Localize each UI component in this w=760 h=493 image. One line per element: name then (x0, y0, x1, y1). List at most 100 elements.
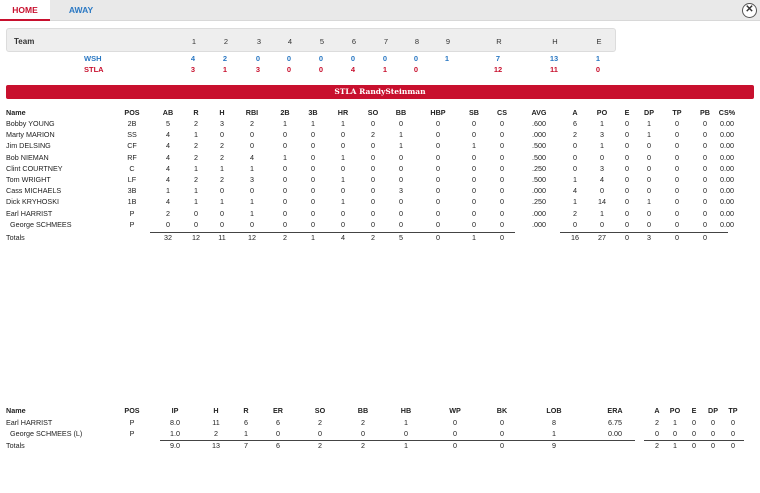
table-row: Cass MICHAELS 3B 1 1 0 0 0 0 0 0 3 0 0 0 .000 4 0 0 0 0 0 0.0… (6, 186, 754, 197)
totals-divider (150, 232, 515, 233)
player-name: Earl HARRIST (6, 418, 53, 427)
inning-score: 0 (382, 54, 388, 63)
stat-value: 0 (625, 233, 629, 242)
stat-value: 0 (399, 175, 403, 184)
table-row: George SCHMEES (L) P 1.0 2 1 0 0 0 0 0 0 1 0.00 0 0 0 0 0 (6, 429, 754, 440)
stat-value: 0 (311, 175, 315, 184)
stat-value: 0 (647, 219, 651, 229)
close-icon[interactable]: ✕ (742, 3, 757, 18)
stat-value: 0.00 (720, 186, 734, 196)
stat-value: 0 (625, 208, 629, 218)
stat-value: 1 (341, 152, 345, 162)
stat-value: 13 (212, 441, 220, 450)
stat-value: 2 (573, 208, 577, 218)
tab-away[interactable]: AWAY (68, 5, 94, 15)
totals-divider (560, 232, 728, 233)
stat-value: 0 (283, 208, 287, 218)
stat-value: 0 (647, 152, 651, 162)
stat-value: 8.0 (170, 418, 180, 427)
stat-value: 0 (250, 141, 254, 151)
stat-value: 0 (311, 152, 315, 162)
column-header: ERA (607, 406, 623, 415)
stat-value: 2 (318, 418, 322, 427)
stat-value: 0 (436, 119, 440, 128)
stat-value: 0 (500, 418, 504, 427)
inning-score: 0 (255, 54, 261, 63)
stat-value: 0.00 (720, 119, 734, 128)
stat-value: 1 (552, 429, 556, 438)
stat-value: 0 (371, 197, 375, 207)
inning-header: 6 (351, 37, 357, 46)
stat-value: 0 (500, 219, 504, 229)
team-total: 13 (549, 54, 559, 63)
stat-value: 0 (472, 186, 476, 196)
stat-value: 0 (399, 208, 403, 218)
linescore-team-name: WSH (84, 54, 102, 63)
stat-value: 0 (371, 119, 375, 128)
stat-value: 3 (600, 130, 604, 140)
stat-value: 0 (703, 130, 707, 140)
stat-value: 0 (361, 429, 365, 438)
stat-value: 0 (500, 175, 504, 184)
column-header: POS (124, 406, 140, 415)
stat-value: 0 (655, 429, 659, 438)
stat-value: 0 (731, 418, 735, 427)
stat-value: 2 (283, 233, 287, 242)
stat-value: 1 (573, 197, 577, 207)
stat-value: 0 (625, 163, 629, 173)
inning-score: 1 (382, 65, 388, 74)
inning-header: 4 (287, 37, 293, 46)
stat-value: 0 (341, 141, 345, 151)
stat-value: 6 (276, 441, 280, 450)
stat-value: 12 (248, 233, 256, 242)
stat-value: 0 (500, 186, 504, 196)
column-header: 3B (308, 108, 318, 117)
stat-value: 0 (711, 441, 715, 450)
stat-value: 0.00 (720, 175, 734, 184)
stat-value: 9 (552, 441, 556, 450)
stat-value: 0 (625, 130, 629, 140)
player-name: George SCHMEES (10, 219, 72, 229)
stat-value: 1 (194, 130, 198, 140)
team-total: 7 (495, 54, 501, 63)
total-header: E (596, 37, 602, 46)
stat-value: 27 (598, 233, 606, 242)
stat-value: 0 (500, 441, 504, 450)
stat-value: 3 (647, 233, 651, 242)
stat-value: 0 (453, 429, 457, 438)
stat-value: 0 (703, 119, 707, 128)
stat-value: 0 (675, 119, 679, 128)
stat-value: 2 (655, 441, 659, 450)
stat-value: 0 (703, 197, 707, 207)
stat-value: 0 (500, 152, 504, 162)
column-header: E (691, 406, 697, 415)
totals-row: Totals 9.0 13 7 6 2 2 1 0 0 9 2 1 0 0 0 (6, 441, 754, 452)
table-row: Clint COURTNEY C 4 1 1 1 0 0 0 0 0 0 0 0 .250 0 3 0 0 0 0 0.0… (6, 164, 754, 175)
stat-value: 0 (311, 186, 315, 196)
player-name: Clint COURTNEY (6, 163, 63, 173)
stat-value: 9.0 (170, 441, 180, 450)
stat-value: 0 (675, 141, 679, 151)
tab-home[interactable]: HOME (0, 0, 50, 21)
stat-value: 0 (500, 208, 504, 218)
stat-value: 0 (436, 208, 440, 218)
stat-value: 0 (600, 152, 604, 162)
stat-value: 0 (703, 208, 707, 218)
team-tabs: HOME AWAY ✕ (0, 0, 760, 21)
stat-value: 4 (166, 130, 170, 140)
player-name: Totals (6, 441, 25, 450)
stat-value: 0 (647, 175, 651, 184)
column-header: H (219, 108, 225, 117)
column-header: BB (357, 406, 369, 415)
stat-value: 0 (472, 152, 476, 162)
total-header: H (552, 37, 558, 46)
stat-value: 1 (250, 208, 254, 218)
stat-value: 0 (573, 152, 577, 162)
stat-value: 2 (318, 441, 322, 450)
stat-value: 1 (166, 186, 170, 196)
stat-value: 1 (600, 208, 604, 218)
linescore-header-title: Team (14, 37, 35, 46)
stat-value: 0 (647, 163, 651, 173)
stat-value: 2 (214, 429, 218, 438)
stat-value: 0 (276, 429, 280, 438)
